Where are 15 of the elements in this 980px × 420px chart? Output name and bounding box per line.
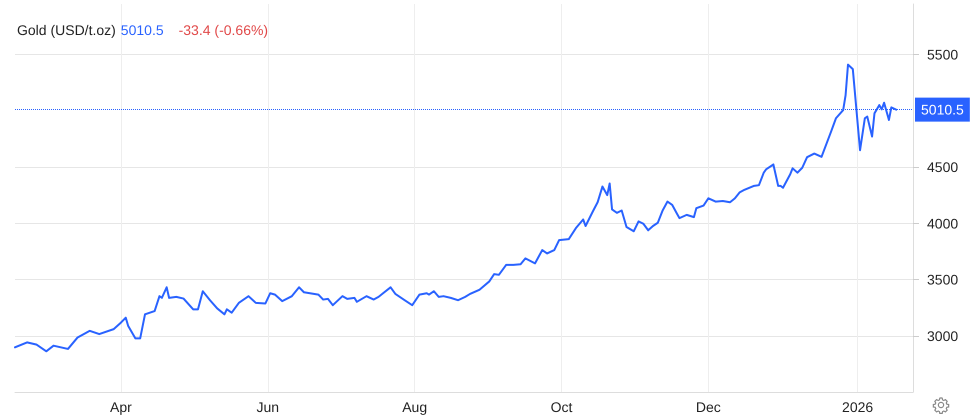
y-tick-label: 4500 [927, 159, 958, 176]
text: Gold (USD/t.oz) [17, 22, 116, 38]
x-tick-label: Apr [110, 399, 132, 415]
x-tick-label: 2026 [842, 399, 874, 415]
ref-line-label: 5010.5 [921, 102, 964, 118]
x-tick-label: Aug [402, 399, 428, 415]
y-tick-label: 3000 [927, 328, 958, 344]
annotation: -33.4 (-0.66%) [178, 22, 268, 38]
x-tick-label: Jun [256, 399, 280, 415]
annotation: 5010.5 [120, 22, 164, 38]
y-tick-label: 3500 [927, 272, 958, 288]
y-tick-label: 5500 [927, 46, 958, 63]
y-tick-label: 4000 [927, 215, 958, 232]
x-tick-label: Dec [696, 399, 721, 415]
x-tick-label: Oct [550, 399, 573, 415]
